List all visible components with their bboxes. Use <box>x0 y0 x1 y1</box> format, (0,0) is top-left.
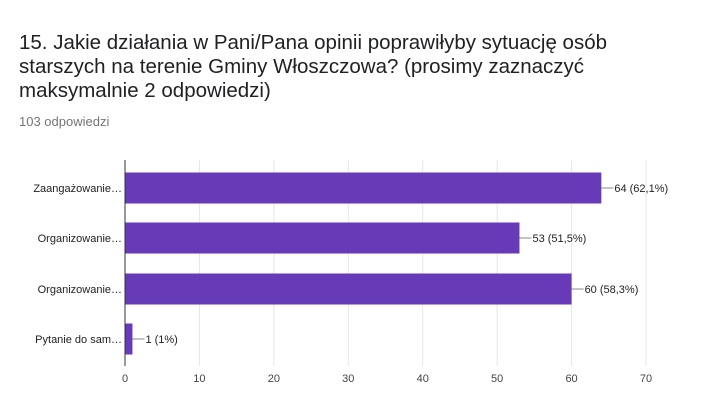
x-tick-label: 10 <box>193 373 205 385</box>
x-tick-label: 70 <box>640 373 652 385</box>
bar <box>125 222 520 254</box>
x-tick-label: 20 <box>268 373 280 385</box>
data-label: 60 (58,3%) <box>585 284 639 296</box>
x-tick-label: 30 <box>342 373 354 385</box>
bar <box>125 273 572 305</box>
bars <box>125 172 602 355</box>
data-label: 1 (1%) <box>145 334 177 346</box>
category-label: Pytanie do sam… <box>35 334 122 346</box>
response-count: 103 odpowiedzi <box>19 114 110 129</box>
x-tick-label: 0 <box>122 373 128 385</box>
data-label: 64 (62,1%) <box>614 183 668 195</box>
question-title: 15. Jakie działania w Pani/Pana opinii p… <box>19 31 608 102</box>
data-label: 53 (51,5%) <box>532 233 586 245</box>
x-tick-label: 50 <box>491 373 503 385</box>
bar <box>125 323 133 355</box>
x-tick-label: 40 <box>417 373 429 385</box>
bar <box>125 172 602 204</box>
x-tick-label: 60 <box>565 373 577 385</box>
category-label: Zaangażowanie… <box>33 183 122 195</box>
category-label: Organizowanie… <box>38 233 122 245</box>
labels: 0 10 20 30 40 50 60 70 Zaangażowanie… 64 (62,1%) O… <box>33 183 668 385</box>
category-label: Organizowanie… <box>38 284 122 296</box>
